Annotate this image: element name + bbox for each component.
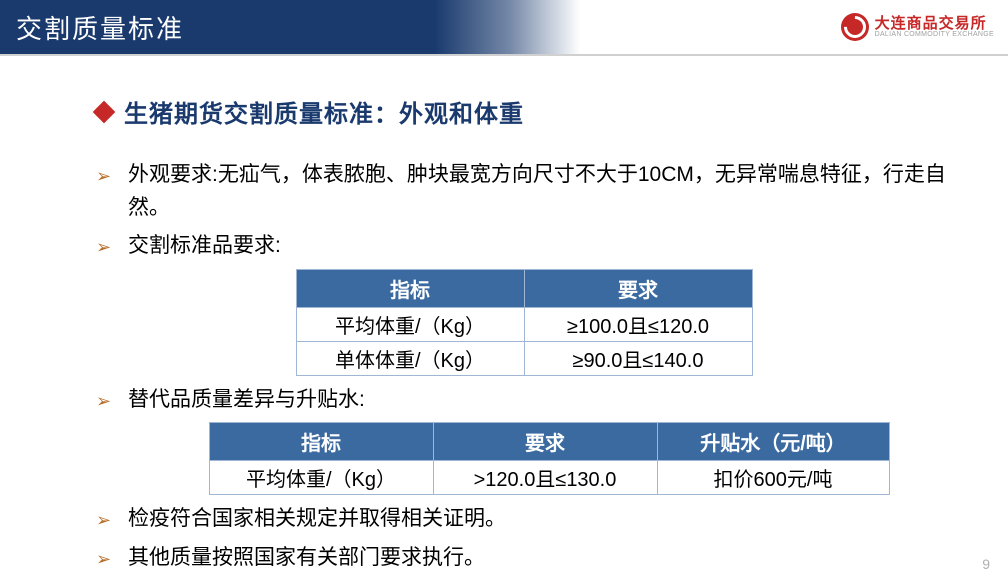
table-row: 单体体重/（Kg） ≥90.0且≤140.0 bbox=[296, 341, 752, 375]
table-row: 平均体重/（Kg） >120.0且≤130.0 扣价600元/吨 bbox=[209, 461, 889, 495]
table-cell: 平均体重/（Kg） bbox=[296, 307, 524, 341]
table-row: 平均体重/（Kg） ≥100.0且≤120.0 bbox=[296, 307, 752, 341]
bullet-item: ➢ 其他质量按照国家有关部门要求执行。 bbox=[96, 542, 952, 575]
table-header: 升贴水（元/吨） bbox=[657, 423, 889, 461]
bullet-item: ➢ 检疫符合国家相关规定并取得相关证明。 bbox=[96, 503, 952, 536]
substitute-table: 指标 要求 升贴水（元/吨） 平均体重/（Kg） >120.0且≤130.0 扣… bbox=[209, 422, 890, 495]
table-header: 要求 bbox=[524, 269, 752, 307]
title-bar: 交割质量标准 bbox=[0, 0, 580, 54]
bullet-text: 外观要求:无疝气，体表脓胞、肿块最宽方向尺寸不大于10CM，无异常喘息特征，行走… bbox=[128, 159, 952, 224]
slide-title: 交割质量标准 bbox=[16, 9, 184, 46]
table-cell: 单体体重/（Kg） bbox=[296, 341, 524, 375]
bullet-item: ➢ 交割标准品要求: bbox=[96, 230, 952, 263]
table-header: 指标 bbox=[209, 423, 433, 461]
table-header: 要求 bbox=[433, 423, 657, 461]
arrow-icon: ➢ bbox=[96, 503, 116, 535]
table-cell: 扣价600元/吨 bbox=[657, 461, 889, 495]
brand-text: 大连商品交易所 DALIAN COMMODITY EXCHANGE bbox=[875, 16, 994, 38]
brand-name-cn: 大连商品交易所 bbox=[875, 16, 994, 31]
slide-header: 交割质量标准 大连商品交易所 DALIAN COMMODITY EXCHANGE bbox=[0, 0, 1008, 56]
subtitle: 生猪期货交割质量标准：外观和体重 bbox=[124, 94, 524, 129]
table-header: 指标 bbox=[296, 269, 524, 307]
bullet-item: ➢ 替代品质量差异与升贴水: bbox=[96, 384, 952, 417]
standard-table: 指标 要求 平均体重/（Kg） ≥100.0且≤120.0 单体体重/（Kg） … bbox=[296, 269, 753, 376]
bullet-item: ➢ 外观要求:无疝气，体表脓胞、肿块最宽方向尺寸不大于10CM，无异常喘息特征，… bbox=[96, 159, 952, 224]
subtitle-row: 生猪期货交割质量标准：外观和体重 bbox=[96, 94, 952, 129]
arrow-icon: ➢ bbox=[96, 159, 116, 191]
table-cell: >120.0且≤130.0 bbox=[433, 461, 657, 495]
table-cell: ≥100.0且≤120.0 bbox=[524, 307, 752, 341]
brand: 大连商品交易所 DALIAN COMMODITY EXCHANGE bbox=[841, 13, 1008, 41]
bullet-text: 替代品质量差异与升贴水: bbox=[128, 384, 952, 417]
brand-logo-icon bbox=[841, 13, 869, 41]
diamond-bullet-icon bbox=[93, 100, 116, 123]
bullet-text: 其他质量按照国家有关部门要求执行。 bbox=[128, 542, 952, 575]
table-cell: 平均体重/（Kg） bbox=[209, 461, 433, 495]
table-cell: ≥90.0且≤140.0 bbox=[524, 341, 752, 375]
arrow-icon: ➢ bbox=[96, 230, 116, 262]
table2-wrap: 指标 要求 升贴水（元/吨） 平均体重/（Kg） >120.0且≤130.0 扣… bbox=[96, 422, 952, 495]
arrow-icon: ➢ bbox=[96, 542, 116, 574]
arrow-icon: ➢ bbox=[96, 384, 116, 416]
brand-name-en: DALIAN COMMODITY EXCHANGE bbox=[875, 31, 994, 38]
bullet-text: 检疫符合国家相关规定并取得相关证明。 bbox=[128, 503, 952, 536]
page-number: 9 bbox=[982, 556, 990, 572]
slide-content: 生猪期货交割质量标准：外观和体重 ➢ 外观要求:无疝气，体表脓胞、肿块最宽方向尺… bbox=[0, 56, 1008, 574]
bullet-text: 交割标准品要求: bbox=[128, 230, 952, 263]
